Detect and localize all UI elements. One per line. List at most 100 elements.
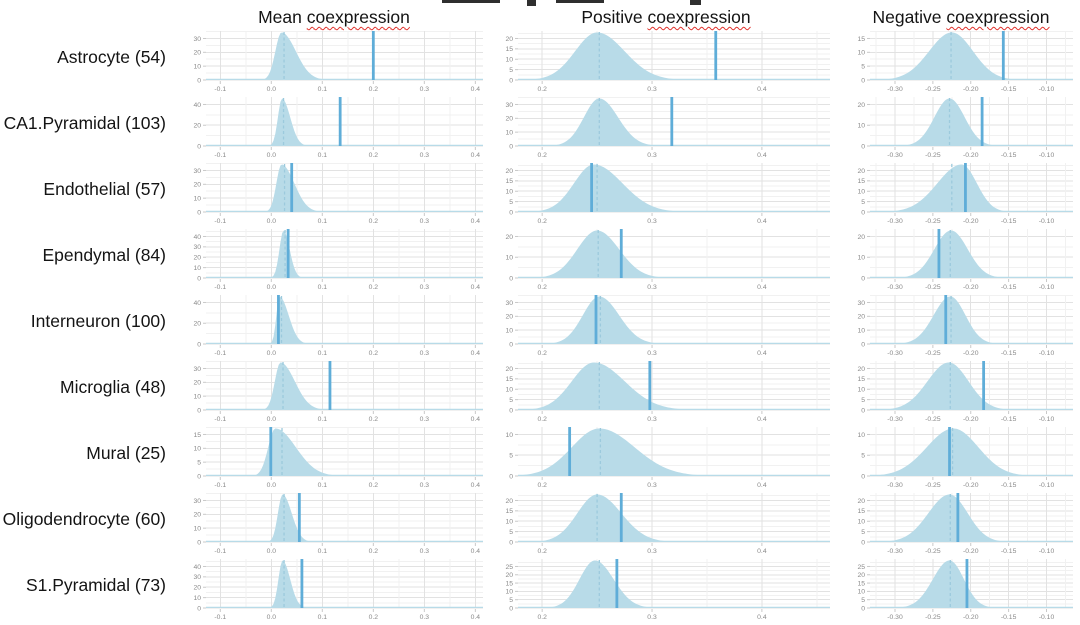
x-tick-label: 0.2 xyxy=(537,218,547,225)
x-tick-label: 0.2 xyxy=(537,416,547,423)
x-tick-label: -0.1 xyxy=(214,152,226,159)
y-tick-label: 0 xyxy=(197,407,201,414)
panel-endothelial-mean: 0 10 20 30 -0.1 0.0 0.1 0.2 0.3 0.4 xyxy=(193,163,483,225)
density-curve xyxy=(870,494,1073,542)
column-header-positive: Positive coexpression xyxy=(490,7,842,28)
x-tick-label: 0.4 xyxy=(471,482,481,489)
x-tick-label: 0.4 xyxy=(471,614,481,621)
panel-mural-pos: 0 5 10 0.2 0.3 0.4 xyxy=(505,427,830,489)
x-tick-label: 0.2 xyxy=(369,86,379,93)
facet-row: Microglia (48) 0 10 20 30 -0.1 0.0 0.1 0.2 0.3 0.4… xyxy=(0,358,1080,424)
y-tick-label: 10 xyxy=(505,327,513,334)
facet-cell-endothelial-neg: 0 5 10 15 20 -0.30 -0.25 -0.20 -0.15 -0.10 xyxy=(842,160,1080,226)
y-tick-label: 10 xyxy=(857,432,865,439)
y-tick-label: 30 xyxy=(193,498,201,505)
x-tick-label: -0.10 xyxy=(1039,548,1055,555)
x-tick-label: -0.1 xyxy=(214,86,226,93)
y-tick-label: 20 xyxy=(857,234,865,241)
panel-astrocyte-mean: 0 10 20 30 -0.1 0.0 0.1 0.2 0.3 0.4 xyxy=(193,31,483,93)
row-label: Astrocyte (54) xyxy=(57,46,166,67)
x-tick-label: 0.2 xyxy=(369,416,379,423)
y-tick-label: 30 xyxy=(193,36,201,43)
facet-row: Endothelial (57) 0 10 20 30 -0.1 0.0 0.1 0.2 0.3 0… xyxy=(0,160,1080,226)
density-curve xyxy=(206,428,483,476)
y-tick-label: 5 xyxy=(509,453,513,460)
y-tick-label: 5 xyxy=(509,529,513,536)
y-tick-label: 0 xyxy=(861,275,865,282)
facet-row: Mural (25) 0 5 10 15 -0.1 0.0 0.1 0.2 0.3 0.4 0 5 10 0… xyxy=(0,424,1080,490)
y-tick-label: 5 xyxy=(197,459,201,466)
x-tick-label: 0.3 xyxy=(647,152,657,159)
y-tick-label: 5 xyxy=(861,597,865,604)
x-tick-label: -0.30 xyxy=(887,284,903,291)
y-tick-label: 30 xyxy=(505,300,513,307)
x-tick-label: 0.0 xyxy=(267,350,277,357)
density-curve xyxy=(518,560,830,608)
density-curve xyxy=(206,230,483,278)
x-tick-label: -0.10 xyxy=(1039,152,1055,159)
facet-cell-astrocyte-neg: 0 5 10 15 -0.30 -0.25 -0.20 -0.15 -0.10 xyxy=(842,28,1080,94)
y-tick-label: 20 xyxy=(193,182,201,189)
x-tick-label: -0.15 xyxy=(1001,614,1017,621)
cropped-title-fragment xyxy=(690,0,701,5)
y-tick-label: 20 xyxy=(857,498,865,505)
header-spacer xyxy=(0,27,178,28)
y-tick-label: 30 xyxy=(505,102,513,109)
facet-row: Ependymal (84) 0 10 20 30 40 -0.1 0.0 0.1 0.2 0.3 0… xyxy=(0,226,1080,292)
y-tick-label: 10 xyxy=(193,525,201,532)
panel-oligodendrocyte-mean: 0 10 20 30 -0.1 0.0 0.1 0.2 0.3 0.4 xyxy=(193,493,483,555)
x-tick-label: 0.4 xyxy=(757,482,767,489)
x-tick-label: -0.10 xyxy=(1039,416,1055,423)
column-headers: Mean coexpression Positive coexpression … xyxy=(0,0,1080,28)
y-tick-label: 0 xyxy=(509,275,513,282)
x-tick-label: 0.3 xyxy=(647,218,657,225)
panel-ca1.pyramidal-pos: 0 10 20 30 0.2 0.3 0.4 xyxy=(505,97,830,159)
x-tick-label: 0.2 xyxy=(369,350,379,357)
y-tick-label: 0 xyxy=(509,209,513,216)
y-tick-label: 20 xyxy=(193,255,201,262)
y-tick-label: 20 xyxy=(505,116,513,123)
x-tick-label: 0.3 xyxy=(420,614,430,621)
panel-microglia-neg: 0 5 10 15 20 -0.30 -0.25 -0.20 -0.15 -0.10 xyxy=(857,361,1073,423)
x-tick-label: 0.3 xyxy=(647,482,657,489)
x-tick-label: 0.3 xyxy=(647,350,657,357)
x-tick-label: 0.2 xyxy=(537,614,547,621)
facet-cell-astrocyte-mean: 0 10 20 30 -0.1 0.0 0.1 0.2 0.3 0.4 xyxy=(178,28,490,94)
x-tick-label: -0.10 xyxy=(1039,350,1055,357)
y-tick-label: 0 xyxy=(861,77,865,84)
x-tick-label: 0.4 xyxy=(757,416,767,423)
y-tick-label: 20 xyxy=(505,366,513,373)
panel-mural-mean: 0 5 10 15 -0.1 0.0 0.1 0.2 0.3 0.4 xyxy=(193,427,483,489)
row-label: Endothelial (57) xyxy=(43,178,166,199)
x-tick-label: 0.1 xyxy=(318,152,328,159)
x-tick-label: 0.2 xyxy=(537,152,547,159)
x-tick-label: -0.15 xyxy=(1001,416,1017,423)
facet-cell-microglia-pos: 0 5 10 15 20 0.2 0.3 0.4 xyxy=(490,358,842,424)
y-tick-label: 10 xyxy=(505,129,513,136)
facet-grid: Astrocyte (54) 0 10 20 30 -0.1 0.0 0.1 0.2 0.3 0.4… xyxy=(0,28,1080,622)
y-tick-label: 25 xyxy=(505,564,513,571)
y-tick-label: 0 xyxy=(197,341,201,348)
x-tick-label: 0.2 xyxy=(369,614,379,621)
y-tick-label: 0 xyxy=(509,473,513,480)
y-tick-label: 10 xyxy=(505,519,513,526)
x-tick-label: 0.4 xyxy=(757,284,767,291)
x-tick-label: 0.2 xyxy=(537,350,547,357)
y-tick-label: 15 xyxy=(505,508,513,515)
facet-cell-interneuron-neg: 0 10 20 30 -0.30 -0.25 -0.20 -0.15 -0.10 xyxy=(842,292,1080,358)
x-tick-label: -0.15 xyxy=(1001,548,1017,555)
facet-cell-s1.pyramidal-neg: 0 5 10 15 20 25 -0.30 -0.25 -0.20 -0.15 -0.10 xyxy=(842,556,1080,622)
x-tick-label: 0.4 xyxy=(757,152,767,159)
facet-row: CA1.Pyramidal (103) 0 20 40 -0.1 0.0 0.1 0.2 0.3… xyxy=(0,94,1080,160)
density-curve xyxy=(518,494,830,542)
panel-ca1.pyramidal-mean: 0 20 40 -0.1 0.0 0.1 0.2 0.3 0.4 xyxy=(193,97,483,159)
x-tick-label: -0.30 xyxy=(887,350,903,357)
y-tick-label: 0 xyxy=(509,539,513,546)
x-tick-label: -0.20 xyxy=(963,614,979,621)
x-tick-label: 0.1 xyxy=(318,614,328,621)
y-tick-label: 10 xyxy=(505,57,513,64)
facet-cell-ca1.pyramidal-mean: 0 20 40 -0.1 0.0 0.1 0.2 0.3 0.4 xyxy=(178,94,490,160)
x-tick-label: 0.4 xyxy=(757,350,767,357)
x-tick-label: 0.2 xyxy=(369,218,379,225)
x-tick-label: 0.4 xyxy=(471,284,481,291)
